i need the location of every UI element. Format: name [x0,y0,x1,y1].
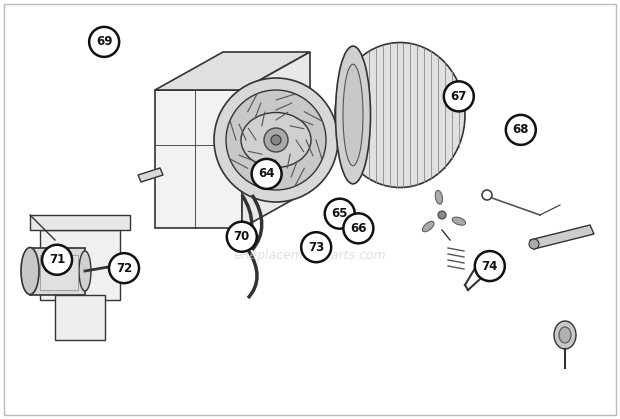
Circle shape [42,245,72,275]
Polygon shape [155,90,242,228]
Circle shape [301,232,331,262]
Circle shape [89,27,119,57]
Polygon shape [40,255,78,290]
Ellipse shape [559,327,571,343]
Circle shape [343,213,373,243]
Ellipse shape [335,46,371,184]
Polygon shape [55,295,105,340]
Circle shape [506,115,536,145]
Ellipse shape [343,64,363,166]
Ellipse shape [435,190,443,204]
Circle shape [227,222,257,252]
Ellipse shape [452,217,466,225]
Circle shape [475,251,505,281]
Ellipse shape [335,42,465,187]
Circle shape [252,159,281,189]
Polygon shape [30,248,85,295]
Ellipse shape [241,112,311,168]
Circle shape [438,211,446,219]
Polygon shape [30,215,130,230]
Text: 69: 69 [96,35,112,49]
Text: 74: 74 [482,259,498,273]
Text: eReplacementParts.com: eReplacementParts.com [234,248,386,261]
Circle shape [226,90,326,190]
Text: 68: 68 [513,123,529,137]
Text: 71: 71 [49,253,65,266]
Polygon shape [138,168,163,182]
Circle shape [325,199,355,229]
Circle shape [264,128,288,152]
Text: 72: 72 [116,261,132,275]
Polygon shape [530,225,594,249]
Ellipse shape [21,248,39,295]
Ellipse shape [554,321,576,349]
Circle shape [271,135,281,145]
Text: 70: 70 [234,230,250,243]
Circle shape [109,253,139,283]
Text: 66: 66 [350,222,366,235]
Text: 73: 73 [308,241,324,254]
Polygon shape [155,52,310,90]
Ellipse shape [422,221,434,232]
Circle shape [214,78,338,202]
Ellipse shape [79,251,91,291]
Text: 64: 64 [259,167,275,181]
Text: 65: 65 [332,207,348,220]
Circle shape [114,259,126,271]
Polygon shape [40,230,120,300]
Circle shape [444,81,474,111]
Text: 67: 67 [451,90,467,103]
Polygon shape [242,52,310,228]
Circle shape [529,239,539,249]
